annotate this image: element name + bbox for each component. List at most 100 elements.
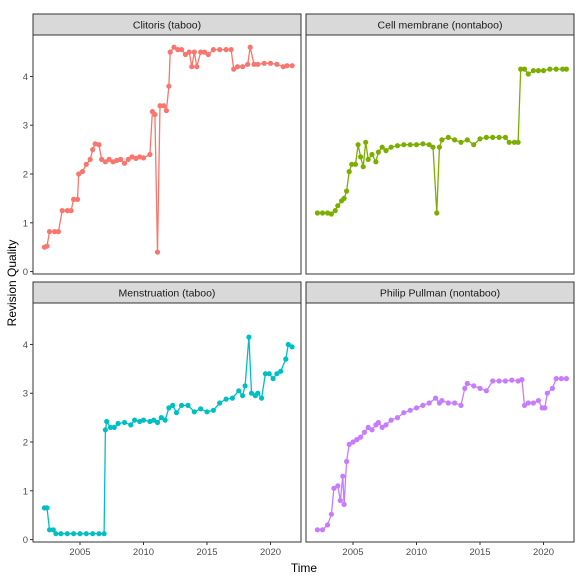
data-point <box>50 527 56 533</box>
data-point <box>52 229 58 235</box>
data-point <box>115 420 121 427</box>
data-point <box>365 156 371 162</box>
data-point <box>328 211 334 217</box>
data-point <box>379 144 385 150</box>
data-point <box>266 371 272 377</box>
plot-area <box>32 34 302 275</box>
y-tick-label: 2 <box>23 170 28 181</box>
plot-area <box>305 302 575 543</box>
data-point <box>71 531 77 537</box>
data-point <box>496 378 502 384</box>
data-point <box>436 144 442 150</box>
x-tick-label: 2015 <box>196 547 217 558</box>
data-point <box>77 531 83 537</box>
data-point <box>373 159 379 165</box>
data-point <box>58 531 64 537</box>
data-point <box>151 417 157 423</box>
data-point <box>413 142 420 148</box>
data-point <box>284 63 290 69</box>
data-point <box>490 134 496 140</box>
data-point <box>191 49 197 55</box>
data-point <box>483 134 489 140</box>
data-point <box>401 142 407 148</box>
data-point <box>106 156 112 162</box>
data-point <box>44 505 50 511</box>
data-point <box>355 142 361 148</box>
facet-title: Menstruation (taboo) <box>119 288 216 300</box>
data-point <box>132 417 138 423</box>
facet-panel: Cell membrane (nontaboo) <box>305 13 575 275</box>
data-point <box>506 139 512 145</box>
y-tick-label: 4 <box>23 72 28 83</box>
data-point <box>319 210 326 216</box>
data-point <box>369 427 375 433</box>
facet-panel: Menstruation (taboo) 0 1 2 3 4 2005 2010 2015 202… <box>23 281 302 558</box>
data-point <box>185 402 191 408</box>
data-point <box>464 380 470 387</box>
data-point <box>71 196 77 202</box>
data-point <box>140 417 147 423</box>
data-point <box>558 376 564 382</box>
y-tick-label: 0 <box>23 267 28 278</box>
data-point <box>477 385 483 391</box>
data-point <box>163 108 169 114</box>
data-point <box>314 210 320 216</box>
data-point <box>344 188 350 194</box>
y-tick-label: 3 <box>23 121 28 132</box>
data-point <box>74 196 81 202</box>
data-point <box>458 139 464 145</box>
data-point <box>90 531 96 537</box>
data-point <box>154 419 161 426</box>
data-point <box>125 156 131 162</box>
data-point <box>530 400 537 406</box>
data-point <box>358 434 364 440</box>
data-point <box>369 151 375 158</box>
x-tick-label: 2010 <box>406 547 427 558</box>
data-point <box>154 249 161 255</box>
data-point <box>210 47 216 53</box>
y-axis-title: Revision Quality <box>5 240 19 327</box>
x-tick-label: 2020 <box>260 547 281 558</box>
data-point <box>140 155 147 161</box>
data-point <box>407 142 413 148</box>
data-point <box>76 171 82 177</box>
data-point <box>445 134 451 140</box>
data-point <box>358 154 364 160</box>
x-tick-label: 2005 <box>69 547 90 558</box>
data-point <box>560 66 566 72</box>
data-point <box>210 407 216 413</box>
data-point <box>274 371 280 377</box>
data-point <box>229 395 235 401</box>
data-point <box>462 385 468 391</box>
data-point <box>511 139 517 145</box>
x-tick-label: 2020 <box>533 547 554 558</box>
data-point <box>205 51 211 58</box>
data-point <box>349 161 355 167</box>
data-point <box>166 405 172 411</box>
data-point <box>337 497 343 504</box>
data-point <box>502 378 508 384</box>
data-point <box>83 531 89 537</box>
data-point <box>547 66 553 72</box>
data-point <box>544 390 550 396</box>
y-tick-label: 0 <box>23 535 28 546</box>
data-point <box>439 137 445 143</box>
data-point <box>173 410 180 416</box>
data-point <box>270 376 276 382</box>
data-point <box>413 405 420 411</box>
data-point <box>147 151 153 158</box>
x-tick-label: 2015 <box>469 547 490 558</box>
data-point <box>426 142 432 148</box>
data-point <box>352 161 359 167</box>
plot-area <box>32 302 302 543</box>
data-point <box>341 501 347 507</box>
data-point <box>383 148 389 154</box>
data-point <box>46 527 53 533</box>
data-point <box>128 422 134 428</box>
data-point <box>104 418 110 425</box>
x-axis-title: Time <box>291 561 318 575</box>
data-point <box>388 417 394 423</box>
data-point <box>525 400 531 406</box>
data-point <box>102 427 108 433</box>
data-point <box>152 111 158 118</box>
